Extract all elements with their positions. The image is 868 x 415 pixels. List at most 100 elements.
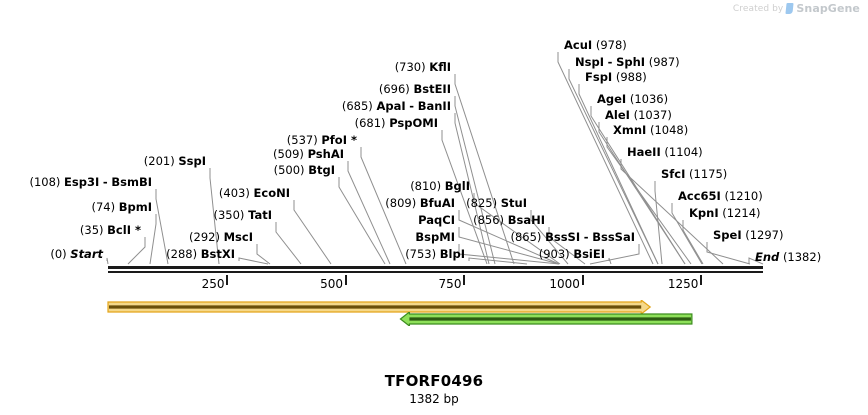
enzyme-position: (856)	[473, 213, 505, 227]
enzyme-label-acc65i[interactable]: Acc65I (1210)	[678, 190, 763, 202]
enzyme-name: BsaHI	[507, 213, 545, 227]
enzyme-name: AgeI	[597, 92, 627, 106]
enzyme-label-kpni[interactable]: KpnI (1214)	[689, 207, 761, 219]
enzyme-name: FspI	[585, 70, 613, 84]
enzyme-label-xmni[interactable]: XmnI (1048)	[613, 124, 688, 136]
enzyme-label-start[interactable]: (0) Start	[50, 248, 103, 260]
enzyme-label-acui[interactable]: AcuI (978)	[564, 39, 627, 51]
snapgene-watermark: Created by SnapGene	[733, 2, 860, 15]
enzyme-label-msci[interactable]: (292) MscI	[189, 231, 253, 243]
enzyme-label-fspi[interactable]: FspI (988)	[585, 71, 647, 83]
enzyme-name: BpmI	[118, 200, 152, 214]
enzyme-label-nspi[interactable]: NspI - SphI (987)	[575, 56, 680, 68]
enzyme-label-econi[interactable]: (403) EcoNI	[219, 187, 290, 199]
backbone-inner-gap	[108, 268, 763, 271]
enzyme-label-agei[interactable]: AgeI (1036)	[597, 93, 668, 105]
enzyme-position: (201)	[143, 154, 175, 168]
enzyme-position: (988)	[615, 70, 647, 84]
enzyme-name: Start	[70, 247, 103, 261]
page-title: TFORF0496	[384, 372, 484, 390]
enzyme-name: BtgI	[308, 163, 335, 177]
enzyme-label-bsteii[interactable]: (696) BstEII	[379, 83, 451, 95]
enzyme-label-tati[interactable]: (350) TatI	[214, 209, 273, 221]
watermark-brand: SnapGene	[796, 2, 860, 15]
enzyme-label-end[interactable]: End (1382)	[755, 251, 821, 263]
enzyme-name: ApaI	[376, 99, 406, 113]
ruler-tick-label: 500	[320, 277, 343, 291]
ruler-tick	[226, 275, 229, 285]
enzyme-label-paqci[interactable]: PaqCI	[418, 214, 455, 226]
enzyme-position: (987)	[648, 55, 680, 69]
enzyme-position: (865)	[510, 230, 542, 244]
enzyme-label-bgli[interactable]: (810) BglI	[410, 180, 470, 192]
ruler-tick	[581, 275, 584, 285]
enzyme-position: (685)	[341, 99, 373, 113]
enzyme-position: (350)	[213, 208, 245, 222]
enzyme-position: (403)	[218, 186, 250, 200]
enzyme-position: (810)	[410, 179, 442, 193]
watermark-prefix: Created by	[732, 3, 784, 14]
enzyme-name: HaeII	[627, 145, 661, 159]
enzyme-name: AleI	[605, 108, 630, 122]
map-title-block: TFORF0496 1382 bp	[0, 372, 868, 406]
ruler-tick-label: 250	[201, 277, 225, 291]
enzyme-position: (825)	[466, 196, 498, 210]
enzyme-label-pshai[interactable]: (509) PshAI	[273, 148, 344, 160]
enzyme-label-spei[interactable]: SpeI (1297)	[713, 229, 784, 241]
orange-feature-arrow[interactable]	[0, 300, 868, 314]
enzyme-label-bcli[interactable]: (35) BclI *	[80, 224, 141, 236]
enzyme-separator: -	[583, 230, 589, 244]
enzyme-name: BssSaI	[592, 230, 635, 244]
enzyme-label-btgi[interactable]: (500) BtgI	[274, 164, 335, 176]
enzyme-position: (696)	[378, 82, 410, 96]
enzyme-name: KpnI	[689, 206, 719, 220]
enzyme-name: PaqCI	[418, 213, 455, 227]
enzyme-position: (35)	[79, 223, 104, 237]
enzyme-label-sspi[interactable]: (201) SspI	[144, 155, 206, 167]
enzyme-label-pfoi[interactable]: (537) PfoI *	[287, 134, 357, 146]
enzyme-label-haeii[interactable]: HaeII (1104)	[627, 146, 703, 158]
enzyme-name: PfoI *	[321, 133, 357, 147]
enzyme-position: (1175)	[689, 167, 728, 181]
enzyme-label-bsssi[interactable]: (865) BssSI - BssSaI	[511, 231, 636, 243]
enzyme-name: SpeI	[713, 228, 742, 242]
enzyme-label-kfli[interactable]: (730) KflI	[395, 61, 451, 73]
enzyme-name: SfcI	[661, 167, 686, 181]
green-feature-arrow[interactable]	[0, 312, 868, 326]
enzyme-position: (108)	[29, 175, 61, 189]
enzyme-label-bfuai[interactable]: (809) BfuAI	[385, 197, 455, 209]
enzyme-label-bsiei[interactable]: (903) BsiEI	[539, 248, 605, 260]
enzyme-name: BsiEI	[573, 247, 605, 261]
enzyme-name: StuI	[500, 196, 527, 210]
enzyme-position: (903)	[538, 247, 570, 261]
enzyme-name: Esp3I	[64, 175, 100, 189]
enzyme-label-pspomi[interactable]: (681) PspOMI	[355, 117, 438, 129]
enzyme-position: (1104)	[664, 145, 703, 159]
enzyme-position: (537)	[286, 133, 318, 147]
enzyme-label-bpmi[interactable]: (74) BpmI	[91, 201, 152, 213]
enzyme-label-apai[interactable]: (685) ApaI - BanII	[342, 100, 451, 112]
enzyme-label-sfci[interactable]: SfcI (1175)	[661, 168, 727, 180]
enzyme-name: Acc65I	[678, 189, 721, 203]
enzyme-label-bspmi[interactable]: BspMI	[415, 231, 455, 243]
enzyme-label-alei[interactable]: AleI (1037)	[605, 109, 672, 121]
enzyme-position: (1297)	[745, 228, 784, 242]
enzyme-position: (1210)	[724, 189, 763, 203]
enzyme-label-bsahi[interactable]: (856) BsaHI	[473, 214, 545, 226]
enzyme-name: PshAI	[307, 147, 344, 161]
enzyme-name: BclI *	[107, 223, 141, 237]
enzyme-position: (978)	[595, 38, 627, 52]
ruler-tick	[344, 275, 347, 285]
enzyme-separator: -	[607, 55, 613, 69]
enzyme-label-blpi[interactable]: (753) BlpI	[405, 248, 465, 260]
enzyme-position: (1382)	[782, 250, 822, 264]
enzyme-position: (1214)	[722, 206, 761, 220]
enzyme-label-esp3i[interactable]: (108) Esp3I - BsmBI	[29, 176, 152, 188]
ruler-tick-label: 1000	[549, 277, 580, 291]
enzyme-label-stui[interactable]: (825) StuI	[466, 197, 527, 209]
enzyme-label-bstxi[interactable]: (288) BstXI	[166, 248, 235, 260]
enzyme-name: KflI	[429, 60, 451, 74]
enzyme-position: (288)	[166, 247, 198, 261]
enzyme-position: (500)	[273, 163, 305, 177]
